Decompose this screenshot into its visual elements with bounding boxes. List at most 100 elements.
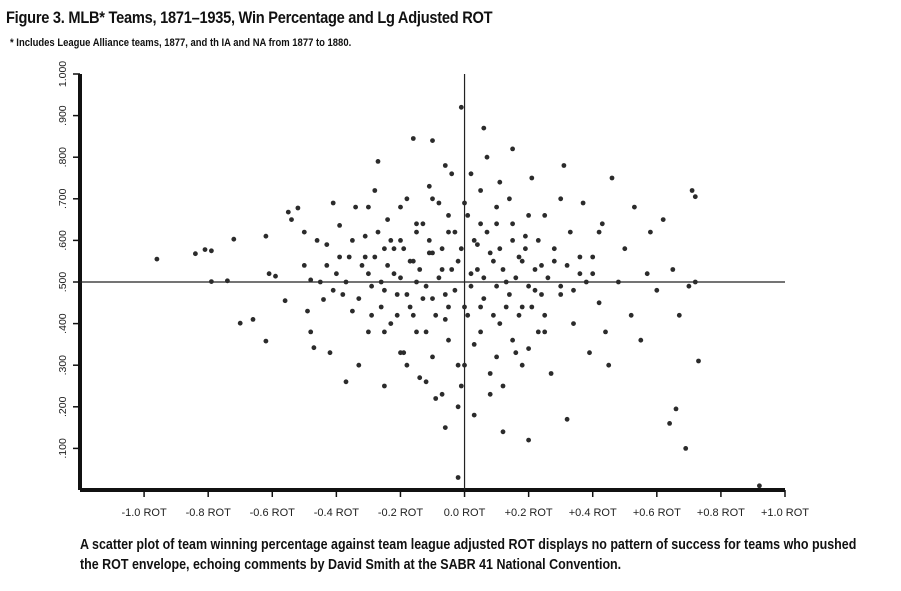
- data-point: [609, 175, 615, 181]
- data-point: [378, 304, 384, 310]
- data-point: [571, 287, 576, 293]
- data-point: [343, 379, 349, 385]
- data-point: [324, 263, 330, 268]
- data-point: [446, 229, 451, 235]
- y-tick-label: .300: [57, 355, 69, 376]
- data-point: [545, 275, 551, 281]
- data-point: [475, 242, 480, 248]
- data-point: [430, 138, 435, 144]
- data-point: [494, 204, 499, 210]
- reference-lines: [80, 74, 785, 490]
- y-tick-label: .500: [57, 272, 69, 293]
- data-point: [449, 171, 455, 177]
- data-point: [334, 271, 339, 277]
- data-point: [330, 200, 336, 206]
- data-point: [337, 254, 342, 260]
- data-point: [507, 196, 512, 202]
- data-point: [616, 279, 621, 285]
- x-tick-label: -0.6 ROT: [250, 507, 296, 519]
- x-tick-label: 0.0 ROT: [444, 507, 486, 519]
- data-point: [539, 292, 544, 297]
- data-point: [481, 275, 487, 281]
- data-point: [564, 263, 570, 268]
- data-point: [317, 279, 323, 285]
- data-point: [564, 416, 570, 422]
- data-point: [442, 163, 448, 168]
- data-point: [683, 446, 689, 451]
- data-point: [644, 271, 650, 277]
- data-point: [558, 283, 564, 289]
- data-point: [497, 179, 503, 185]
- data-point: [558, 292, 564, 297]
- data-point: [696, 358, 701, 364]
- data-point: [583, 279, 589, 285]
- data-point: [539, 263, 544, 268]
- data-point: [532, 287, 538, 293]
- y-tick-label: .100: [57, 438, 69, 459]
- data-point: [487, 391, 493, 397]
- data-point: [366, 204, 371, 210]
- data-point: [366, 271, 371, 277]
- data-point: [458, 383, 464, 389]
- data-point: [394, 312, 400, 318]
- data-point: [446, 304, 451, 310]
- data-point: [382, 383, 387, 389]
- data-point: [523, 233, 528, 239]
- data-point: [692, 279, 698, 285]
- data-point: [667, 421, 672, 426]
- data-point: [510, 221, 515, 227]
- data-point: [542, 213, 548, 218]
- data-point: [398, 238, 403, 243]
- data-point: [414, 221, 419, 227]
- data-point: [561, 163, 567, 168]
- figure-caption: A scatter plot of team winning percentag…: [80, 537, 857, 573]
- y-tick-label: .900: [57, 105, 69, 126]
- data-point: [398, 350, 403, 356]
- data-point: [407, 304, 413, 310]
- data-point: [388, 321, 394, 326]
- data-point: [433, 312, 439, 318]
- data-point: [430, 296, 435, 301]
- data-point: [558, 196, 564, 202]
- data-point: [263, 233, 269, 239]
- data-point: [423, 379, 429, 385]
- data-point: [510, 337, 515, 343]
- data-point: [648, 229, 653, 235]
- data-point: [426, 238, 432, 243]
- data-point: [455, 404, 461, 410]
- data-point: [420, 221, 426, 227]
- data-point: [382, 246, 387, 252]
- x-tick-label: -0.2 ROT: [378, 507, 424, 519]
- data-point: [497, 246, 503, 252]
- data-point: [465, 312, 471, 318]
- data-point: [471, 412, 477, 418]
- data-point: [535, 238, 541, 243]
- data-point: [202, 247, 208, 253]
- x-tick-label: +0.4 ROT: [569, 507, 617, 519]
- data-point: [324, 242, 330, 248]
- data-point: [676, 312, 682, 318]
- chart-axes: [73, 73, 786, 497]
- data-point: [757, 483, 762, 489]
- data-point: [535, 329, 541, 335]
- data-point: [455, 258, 461, 264]
- y-tick-label: .200: [57, 396, 69, 417]
- data-point: [375, 159, 381, 164]
- data-point: [516, 254, 522, 260]
- data-point: [689, 188, 695, 193]
- data-point: [471, 342, 477, 347]
- data-point: [423, 329, 429, 335]
- data-point: [529, 175, 535, 181]
- data-point: [308, 277, 314, 283]
- data-point: [449, 267, 455, 272]
- data-point: [471, 238, 477, 243]
- data-point: [391, 271, 397, 277]
- data-point: [436, 200, 442, 206]
- data-point: [382, 287, 387, 293]
- data-point: [385, 263, 390, 268]
- data-point: [446, 213, 451, 218]
- data-point: [628, 312, 634, 318]
- data-point: [362, 233, 368, 239]
- data-point: [327, 350, 333, 356]
- data-point: [487, 250, 493, 256]
